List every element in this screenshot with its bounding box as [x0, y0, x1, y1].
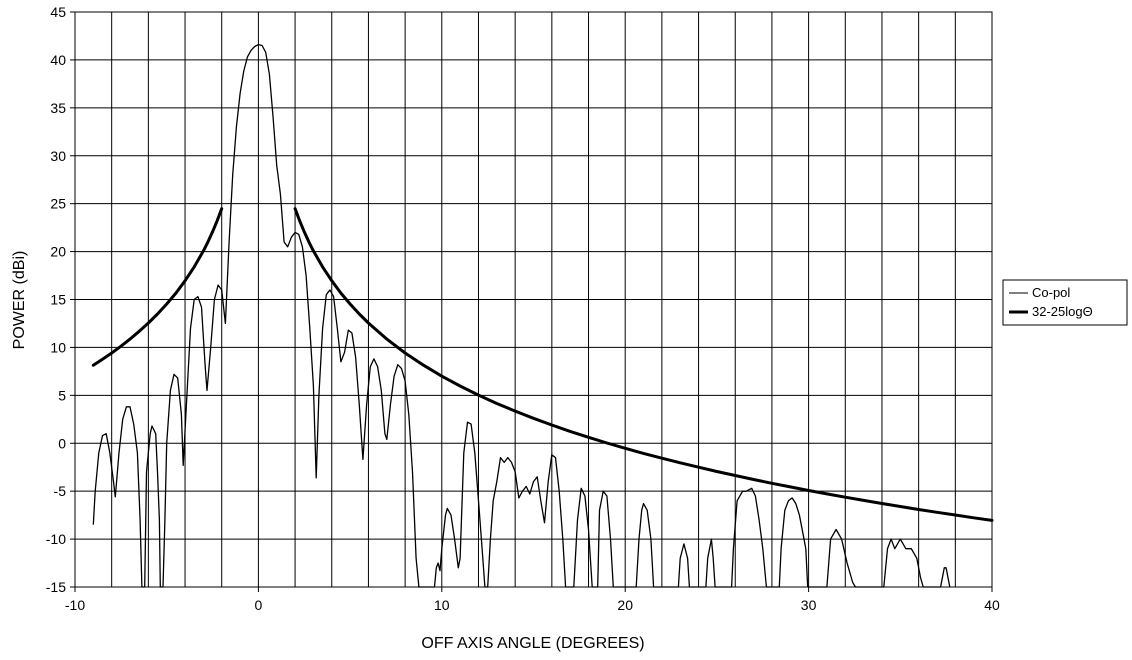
x-tick-label: -10	[65, 597, 85, 613]
y-tick-label: 40	[50, 52, 66, 68]
y-tick-label: 45	[50, 4, 66, 20]
legend-label-co-pol: Co-pol	[1032, 285, 1070, 300]
y-tick-label: 10	[50, 339, 66, 355]
legend: Co-pol 32-25logΘ	[1002, 279, 1128, 326]
y-tick-label: 5	[58, 387, 66, 403]
series-layer	[91, 43, 994, 588]
series-line-mask-left	[91, 207, 224, 367]
y-tick-label: 20	[50, 244, 66, 260]
y-tick-label: 30	[50, 148, 66, 164]
y-tick-label: 25	[50, 196, 66, 212]
series-line-mask-right	[293, 207, 994, 522]
y-tick-label: 15	[50, 292, 66, 308]
y-tick-label: -5	[54, 483, 67, 499]
legend-label-mask: 32-25logΘ	[1032, 304, 1093, 319]
y-tick-label: 0	[58, 435, 66, 451]
x-tick-label: 0	[255, 597, 263, 613]
y-tick-label: 35	[50, 100, 66, 116]
x-axis-title: OFF AXIS ANGLE (DEGREES)	[421, 635, 644, 652]
y-tick-label: -10	[46, 531, 66, 547]
series-line-co-pol	[92, 43, 951, 588]
x-tick-label: 10	[434, 597, 450, 613]
legend-box	[1002, 279, 1128, 326]
y-tick-labels: -15 -10 -5 0 5 10 15 20 25 30 35 40 45	[46, 4, 75, 595]
y-axis-title: POWER (dBi)	[11, 251, 28, 350]
y-tick-label: -15	[46, 579, 66, 595]
x-tick-label: 20	[617, 597, 633, 613]
x-tick-label: 40	[984, 597, 1000, 613]
x-tick-labels: -10 0 10 20 30 40	[65, 587, 1000, 613]
x-tick-label: 30	[801, 597, 817, 613]
